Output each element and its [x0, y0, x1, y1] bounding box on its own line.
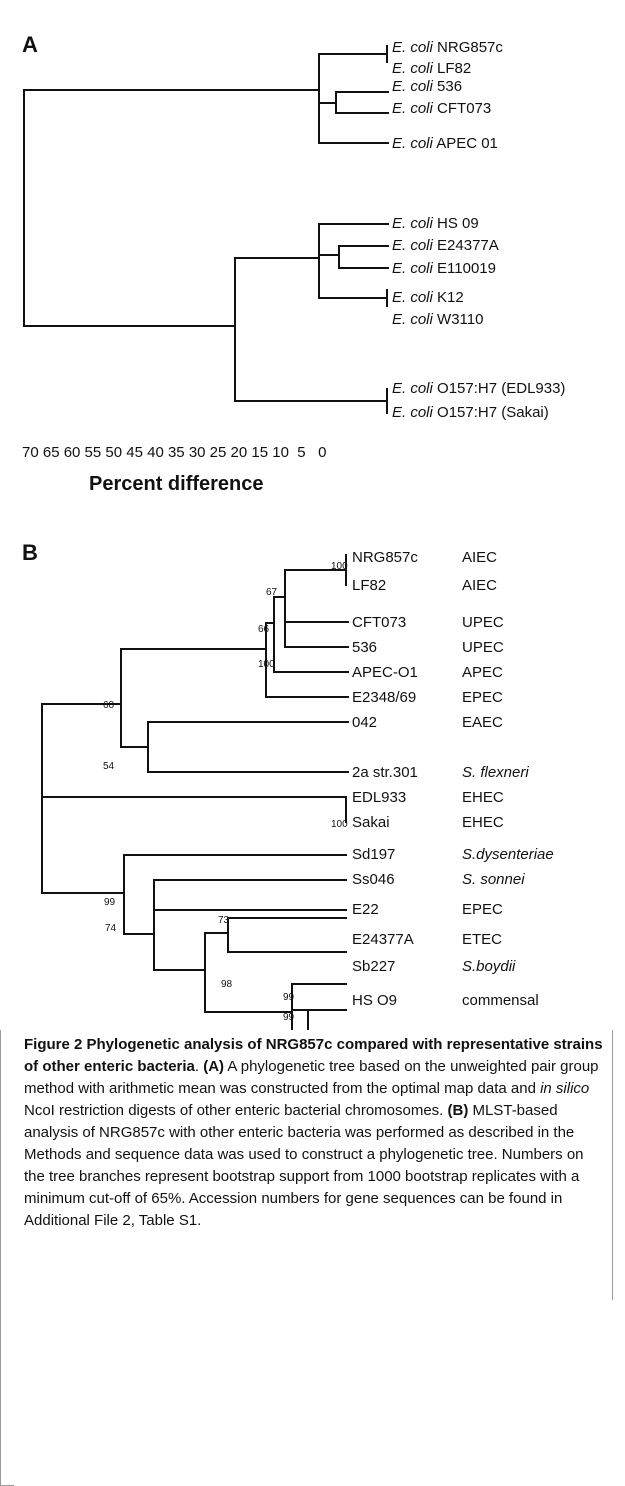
caption-text-b: MLST-based analysis of NRG857c with othe… — [24, 1102, 584, 1229]
tree-a-leaf: E. coli LF82 — [392, 60, 471, 77]
panel-a-axis-ticks: 70 65 60 55 50 45 40 35 30 25 20 15 10 5… — [22, 444, 326, 461]
tree-b-type: EAEC — [462, 714, 503, 731]
caption-label-a: (A) — [203, 1058, 225, 1075]
panel-b-label: B — [22, 540, 38, 565]
panel-a-axis-title: Percent difference — [89, 473, 264, 495]
caption-italic-a: in silico — [540, 1080, 590, 1097]
tree-b-labels-lower: Sd197 S.dysenteriae Ss046 S. sonnei E22 … — [352, 846, 554, 1009]
tree-b-strain: NRG857c — [352, 549, 418, 566]
tree-a-leaf: E. coli NRG857c — [392, 39, 503, 56]
tree-b-strain: Sd197 — [352, 846, 395, 863]
panel-a-label: A — [22, 32, 38, 57]
figure-frame-left — [0, 1030, 1, 1486]
tree-b-type: commensal — [462, 992, 539, 1009]
tree-b-type: UPEC — [462, 639, 504, 656]
tree-b-type: EHEC — [462, 814, 504, 831]
tree-b-strain: APEC-O1 — [352, 664, 418, 681]
tree-a-leaf: E. coli E110019 — [392, 260, 496, 277]
tree-b-type: APEC — [462, 664, 503, 681]
tree-b-strain: E22 — [352, 901, 379, 918]
tree-b-strain: 2a str.301 — [352, 764, 418, 781]
tree-a-leaf: E. coli 536 — [392, 78, 462, 95]
tree-b-strain: E2348/69 — [352, 689, 416, 706]
tree-b-type: AIEC — [462, 577, 497, 594]
tree-a-leaf: E. coli HS 09 — [392, 215, 479, 232]
caption-text-a1: A phylogenetic tree based on the unweigh… — [24, 1058, 599, 1097]
tree-b — [41, 554, 349, 894]
caption-title-period: . — [194, 1058, 204, 1075]
tree-b-strain: HS O9 — [352, 992, 397, 1009]
tree-b-strain: EDL933 — [352, 789, 406, 806]
tree-b-strain: E24377A — [352, 931, 414, 948]
tree-a-leaf: E. coli E24377A — [392, 237, 499, 254]
tree-a-leaf: E. coli O157:H7 (Sakai) — [392, 404, 549, 421]
tree-a-leaf: E. coli K12 — [392, 289, 464, 306]
tree-b-strain: CFT073 — [352, 614, 406, 631]
tree-a-leaf: E. coli W3110 — [392, 311, 483, 328]
figure-caption: Figure 2 Phylogenetic analysis of NRG857… — [24, 1034, 604, 1232]
tree-a-leaf: E. coli APEC 01 — [392, 135, 498, 152]
tree-b-strain: 042 — [352, 714, 377, 731]
tree-b-strain: LF82 — [352, 577, 386, 594]
caption-text-a2: NcoI restriction digests of other enteri… — [24, 1102, 448, 1119]
caption-label-b: (B) — [447, 1102, 469, 1119]
tree-b-type: S. sonnei — [462, 871, 525, 888]
tree-b-type: EPEC — [462, 901, 503, 918]
tree-b-type: EHEC — [462, 789, 504, 806]
tree-a-leaf: E. coli O157:H7 (EDL933) — [392, 380, 565, 397]
tree-b-type: S.dysenteriae — [462, 846, 554, 863]
tree-b-strain: Ss046 — [352, 871, 395, 888]
figure-svg-main: A E. coli NRG857c E. coli LF82 E. coli 5… — [22, 32, 566, 1009]
tree-b-type: S.boydii — [462, 958, 516, 975]
tree-b-strain: Sb227 — [352, 958, 395, 975]
tree-b-strain: Sakai — [352, 814, 390, 831]
caption-title: Figure 2 Phylogenetic analysis of NRG857… — [24, 1036, 603, 1075]
tree-b-strain: 536 — [352, 639, 377, 656]
tree-a-leaf: E. coli CFT073 — [392, 100, 491, 117]
tree-b-type: AIEC — [462, 549, 497, 566]
tree-b-type: EPEC — [462, 689, 503, 706]
tree-a — [23, 45, 389, 414]
tree-b-type: UPEC — [462, 614, 504, 631]
tree-b-type: ETEC — [462, 931, 502, 948]
tree-b-type: S. flexneri — [462, 764, 529, 781]
